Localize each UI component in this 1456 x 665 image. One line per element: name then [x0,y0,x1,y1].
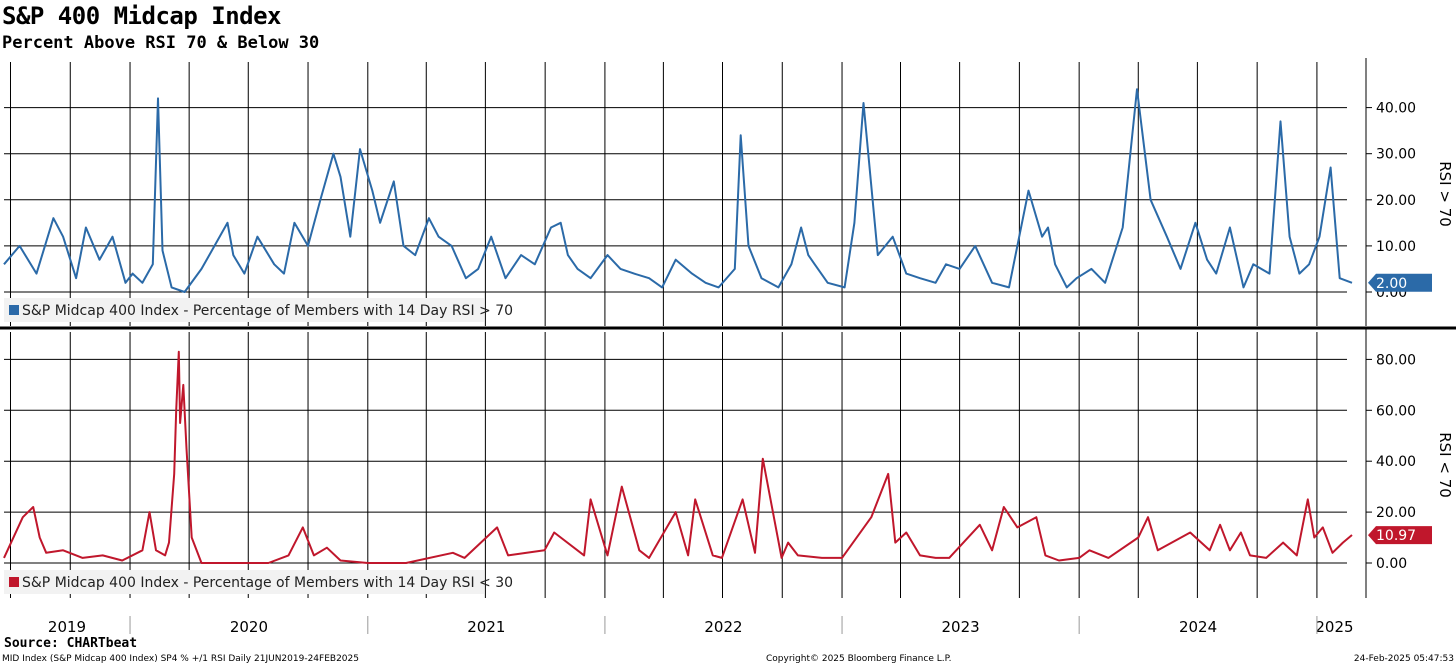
legend-swatch [9,577,19,587]
y-axis-title: RSI < 70 [1436,432,1454,498]
y-tick-label: 0.00 [1376,556,1407,572]
chart-title: S&P 400 Midcap Index [2,2,281,30]
legend-label: S&P Midcap 400 Index - Percentage of Mem… [22,303,513,319]
x-year-label: 2025 [1315,618,1353,636]
series-line [3,350,1353,564]
x-year-label: 2019 [48,618,86,636]
y-tick-label: 60.00 [1376,403,1416,419]
footer-description: MID Index (S&P Midcap 400 Index) SP4 % +… [2,654,359,664]
last-value-tag [1368,273,1432,292]
y-tick-label: 30.00 [1376,147,1416,163]
y-tick-label: 80.00 [1376,352,1416,368]
legend-box [4,298,484,322]
legend-box [4,570,484,594]
x-year-label: 2021 [467,618,505,636]
footer-timestamp: 24-Feb-2025 05:47:53 [1353,654,1454,664]
y-tick-label: 40.00 [1376,454,1416,470]
last-value-tag [1368,526,1432,545]
x-year-label: 2023 [941,618,979,636]
chart-subtitle: Percent Above RSI 70 & Below 30 [2,33,320,53]
x-year-label: 2020 [230,618,268,636]
legend-swatch [9,305,19,315]
footer-copyright: Copyright© 2025 Bloomberg Finance L.P. [766,654,952,664]
y-axis-title: RSI > 70 [1436,161,1454,227]
legend-label: S&P Midcap 400 Index - Percentage of Mem… [22,575,513,591]
y-tick-label: 20.00 [1376,505,1416,521]
y-tick-label: 40.00 [1376,101,1416,117]
x-year-label: 2024 [1179,618,1217,636]
x-year-label: 2022 [704,618,742,636]
last-value-label: 2.00 [1376,276,1407,292]
last-value-label: 10.97 [1376,528,1416,544]
y-tick-label: 10.00 [1376,239,1416,255]
panels: S&P Midcap 400 Index - Percentage of Mem… [3,88,1353,594]
y-tick-label: 20.00 [1376,193,1416,209]
source-note: Source: CHARTbeat [4,636,138,651]
grid [4,62,1347,598]
series-line [3,88,1353,293]
